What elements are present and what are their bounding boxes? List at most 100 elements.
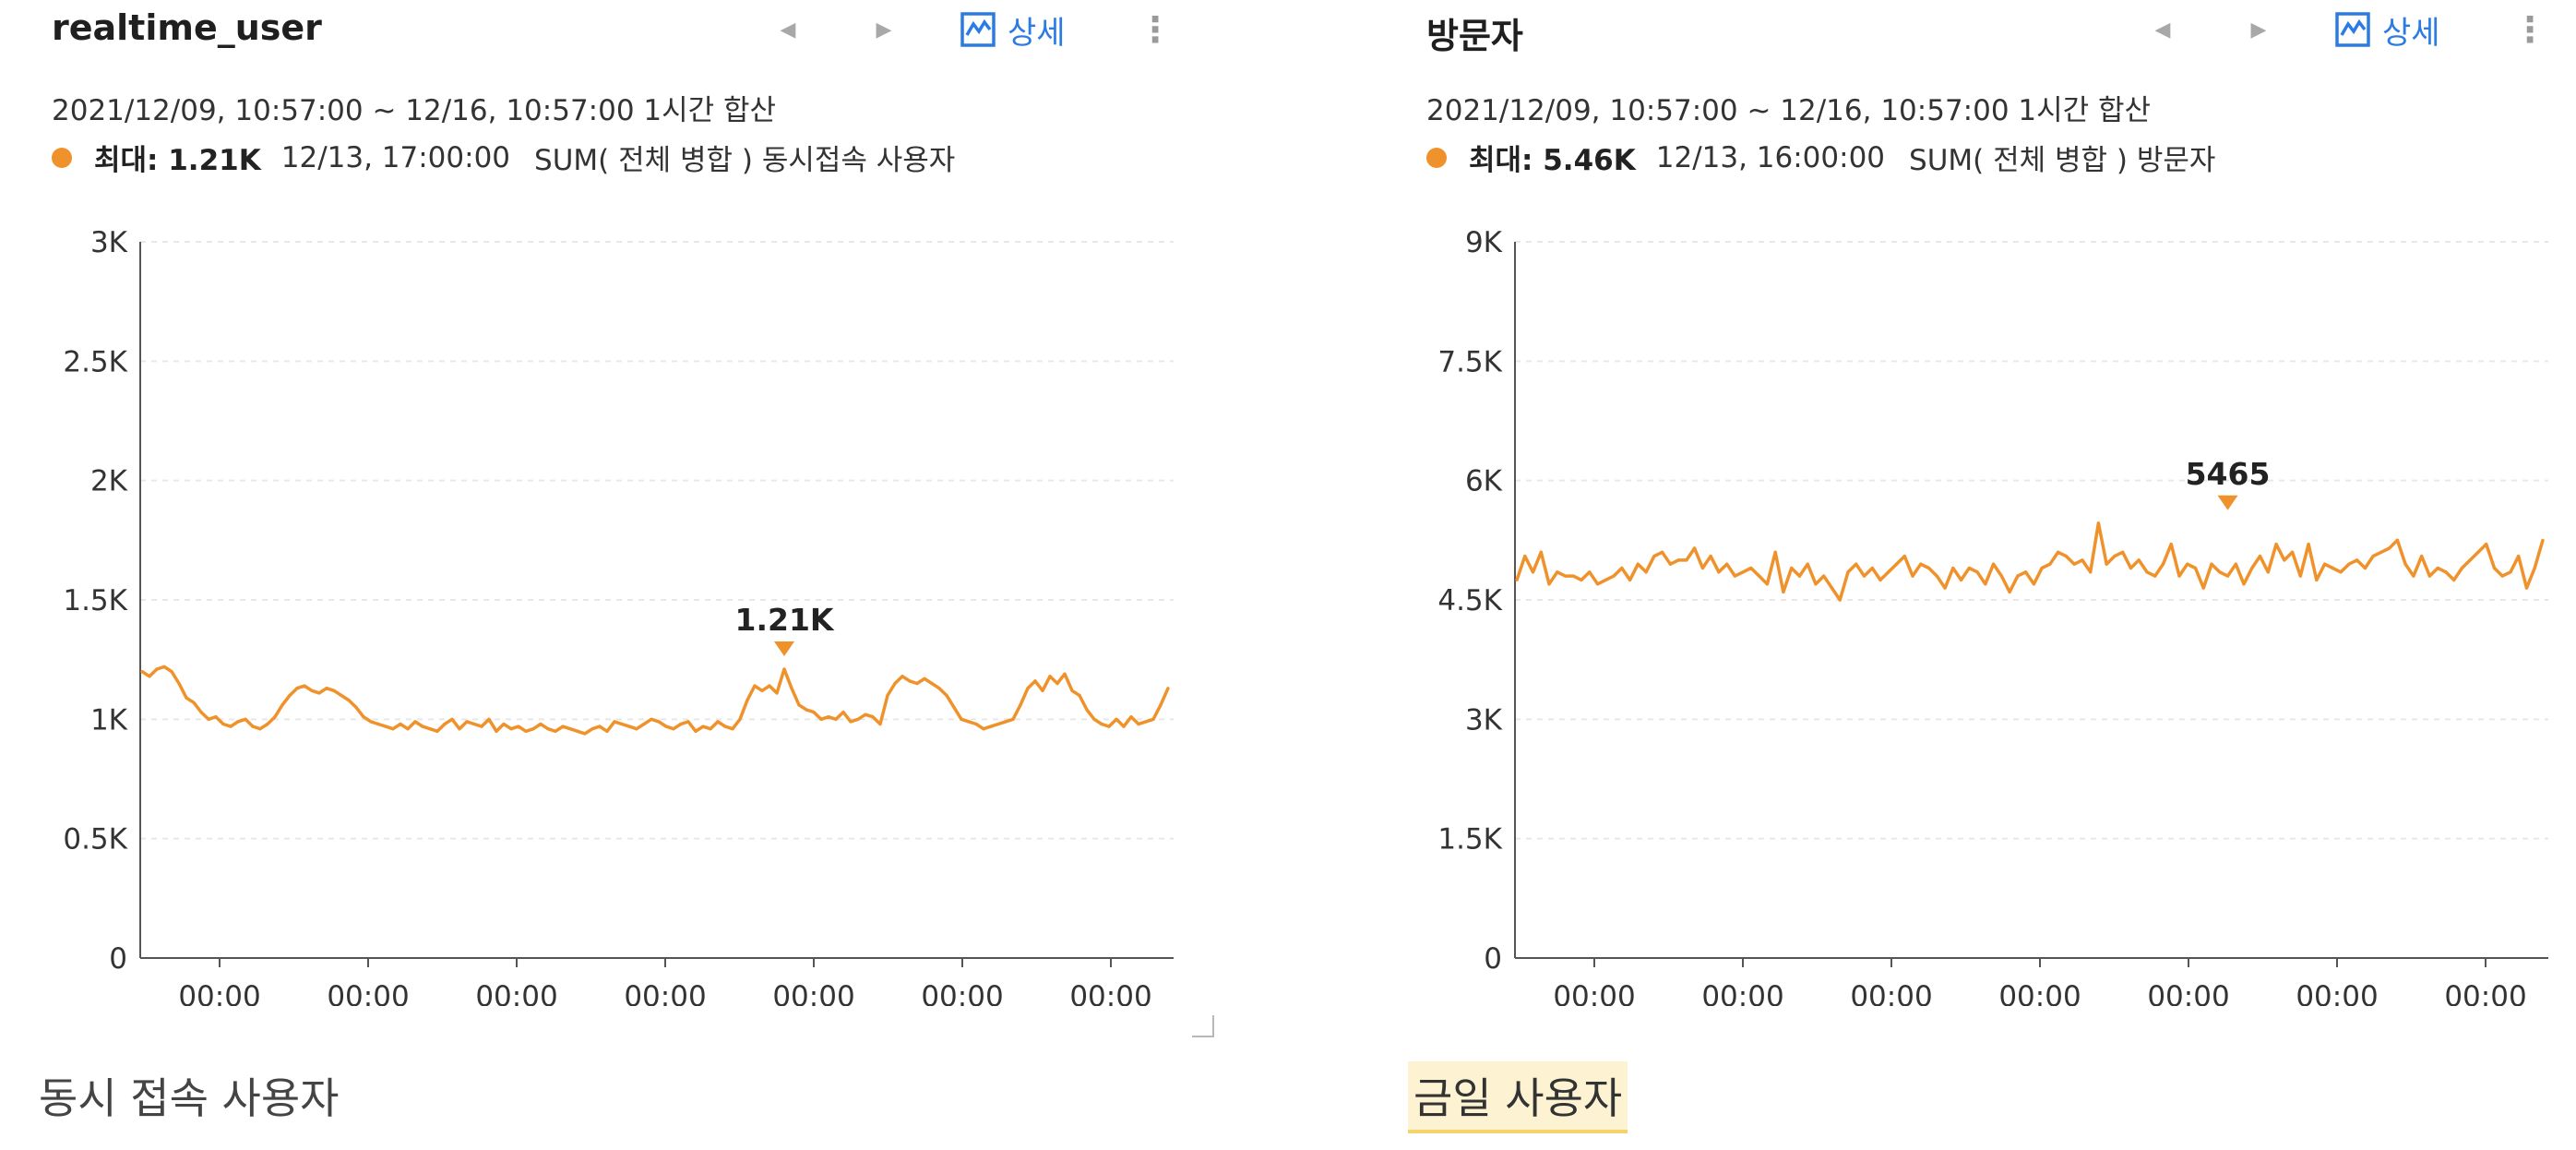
data-point: [2169, 543, 2173, 546]
data-point: [1539, 550, 1543, 554]
data-point: [517, 725, 520, 728]
data-point: [207, 717, 210, 721]
data-point: [1115, 717, 1118, 721]
data-point: [1999, 574, 2003, 578]
data-point: [827, 715, 830, 719]
data-point: [1019, 703, 1022, 707]
data-point: [2283, 558, 2286, 562]
data-point: [2485, 543, 2488, 546]
x-tick-label: 00:00: [1553, 980, 1635, 1006]
resize-corner-icon[interactable]: [1192, 1015, 1214, 1037]
data-point: [244, 717, 247, 721]
data-point: [2452, 578, 2456, 582]
data-point: [1838, 598, 1842, 602]
data-point: [738, 717, 742, 721]
data-point: [1151, 717, 1155, 721]
data-point: [428, 727, 432, 731]
data-point: [472, 722, 476, 726]
data-point: [841, 710, 845, 714]
data-point: [2258, 554, 2262, 558]
previous-period-button[interactable]: ◀: [2146, 13, 2179, 46]
data-point: [509, 727, 513, 731]
data-point: [148, 675, 151, 678]
data-point: [849, 720, 853, 724]
previous-period-button[interactable]: ◀: [771, 13, 805, 46]
data-point: [2177, 574, 2181, 578]
next-period-button[interactable]: ▶: [867, 13, 900, 46]
data-point: [376, 722, 380, 726]
data-point: [576, 729, 579, 733]
data-point: [1078, 693, 1081, 698]
data-point: [1070, 689, 1074, 692]
data-point: [2234, 562, 2237, 566]
data-point: [1765, 582, 1770, 586]
chart-detail-icon: [2335, 12, 2370, 47]
data-point: [2460, 566, 2464, 570]
data-point: [295, 687, 299, 690]
chevron-left-icon: ◀: [780, 18, 796, 42]
data-point: [221, 722, 225, 726]
data-point: [1604, 578, 1607, 582]
data-point: [266, 722, 269, 726]
data-point: [1107, 725, 1111, 728]
more-options-button[interactable]: ⋮: [1137, 7, 1174, 52]
data-point: [546, 727, 550, 731]
data-point: [1563, 574, 1568, 578]
detail-button[interactable]: 상세: [2334, 7, 2440, 52]
y-tick-label: 2.5K: [63, 345, 127, 378]
data-point: [561, 725, 565, 728]
data-point: [421, 725, 424, 728]
data-point: [2403, 562, 2407, 566]
more-vertical-icon: ⋮: [2512, 9, 2547, 50]
series-line: [1515, 521, 2545, 602]
data-point: [162, 665, 166, 669]
x-tick-label: 00:00: [327, 980, 409, 1006]
y-tick-label: 4.5K: [1437, 584, 1502, 617]
peak-marker-icon: [2217, 495, 2238, 510]
data-point: [332, 689, 336, 692]
data-point: [989, 725, 993, 728]
data-point: [642, 722, 646, 726]
data-point: [568, 727, 572, 731]
x-tick-label: 00:00: [1069, 980, 1151, 1006]
data-point: [2121, 550, 2125, 554]
data-point: [1122, 725, 1126, 728]
data-point: [2089, 570, 2093, 574]
data-point: [1580, 578, 1583, 582]
y-tick-label: 2K: [90, 465, 128, 498]
data-point: [2186, 562, 2189, 566]
data-point: [251, 725, 255, 728]
caption-today-users: 금일 사용자: [1408, 1061, 1628, 1133]
peak-label: 1.21K: [735, 602, 835, 638]
max-value-time: 12/13, 17:00:00: [280, 140, 511, 174]
data-point: [1531, 570, 1535, 574]
line-chart-realtime-user[interactable]: 0 0.5K 1K 1.5K 2K 2.5K 3K 00:00 00:00 00:00 00:00 0…: [0, 203, 1258, 1006]
data-point: [2509, 570, 2512, 574]
data-point: [1822, 574, 1826, 578]
detail-button[interactable]: 상세: [960, 7, 1066, 52]
y-tick-label: 0: [1484, 942, 1502, 976]
data-point: [1652, 554, 1656, 558]
data-point: [413, 720, 417, 724]
data-point: [2533, 566, 2536, 570]
more-options-button[interactable]: ⋮: [2511, 7, 2548, 52]
more-vertical-icon: ⋮: [1138, 9, 1173, 50]
line-chart-visitors[interactable]: 0 1.5K 3K 4.5K 6K 7.5K 9K 00:00 00:00 00:00 00:00 0…: [1375, 203, 2574, 1006]
data-point: [1758, 574, 1761, 578]
chart-panel-realtime-user: realtime_user ◀ ▶ 상세 ⋮ 2021/12/09, 10:57…: [0, 0, 1258, 1150]
next-period-button[interactable]: ▶: [2242, 13, 2275, 46]
x-tick-label: 00:00: [1998, 980, 2081, 1006]
data-point: [2153, 574, 2157, 578]
x-tick-label: 00:00: [1850, 980, 1932, 1006]
data-point: [871, 715, 875, 719]
data-point: [310, 689, 314, 692]
data-point: [2137, 558, 2141, 562]
data-point: [886, 693, 889, 698]
data-point: [1862, 574, 1866, 578]
data-point: [701, 725, 705, 728]
data-point: [1620, 566, 1624, 570]
data-point: [952, 705, 956, 710]
data-point: [583, 732, 587, 736]
y-tick-label: 3K: [90, 226, 128, 259]
x-tick-label: 00:00: [2147, 980, 2229, 1006]
